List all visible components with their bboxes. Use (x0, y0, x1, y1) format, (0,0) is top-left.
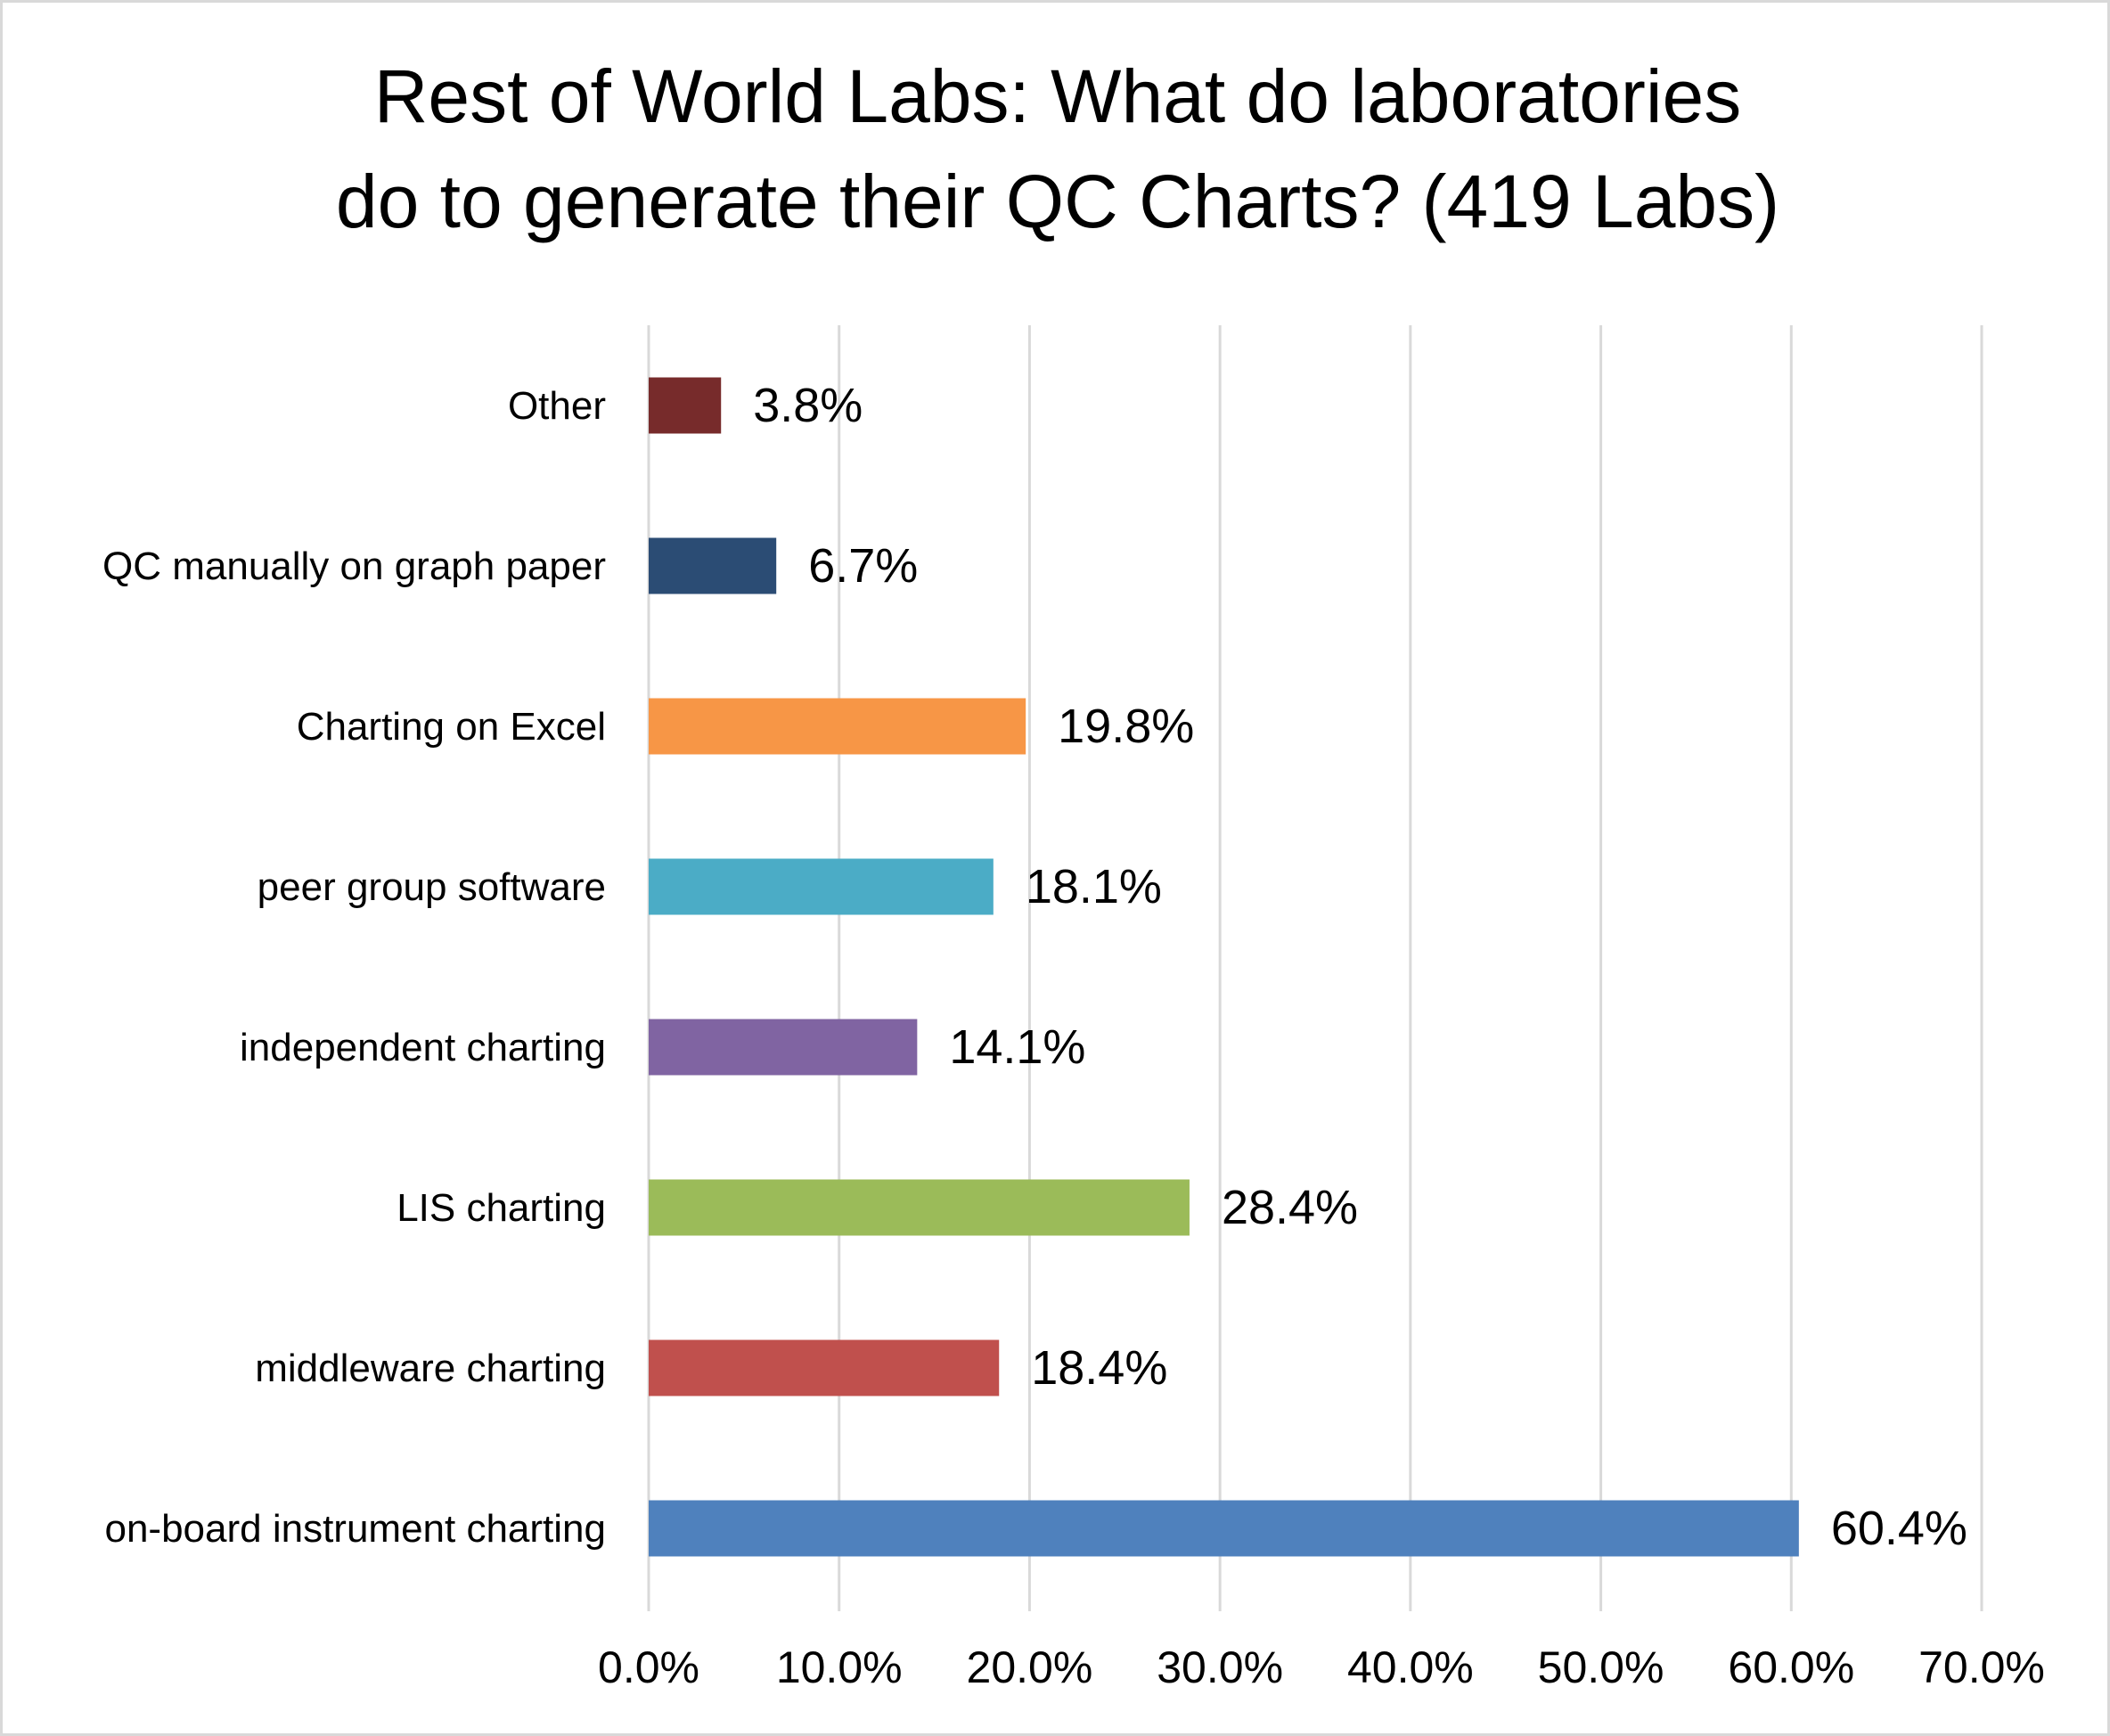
bar (649, 858, 994, 915)
bar (649, 1019, 918, 1076)
x-tick-label: 60.0% (1728, 1642, 1854, 1692)
data-label: 18.1% (1026, 860, 1162, 913)
data-label: 18.4% (1031, 1341, 1167, 1395)
data-label: 3.8% (753, 379, 863, 432)
data-label: 28.4% (1222, 1181, 1358, 1234)
bar (649, 1339, 1000, 1396)
chart-title-line-2: do to generate their QC Charts? (419 Lab… (336, 160, 1779, 243)
category-label: Charting on Excel (297, 705, 606, 749)
x-tick-label: 50.0% (1538, 1642, 1664, 1692)
x-tick-label: 20.0% (967, 1642, 1093, 1692)
bar-chart: Rest of World Labs: What do laboratories… (102, 54, 2045, 1692)
category-label: Other (508, 384, 606, 428)
data-label: 6.7% (808, 539, 918, 593)
category-label: QC manually on graph paper (102, 545, 606, 588)
bar (649, 698, 1026, 755)
x-tick-label: 30.0% (1157, 1642, 1283, 1692)
x-tick-label: 0.0% (598, 1642, 699, 1692)
category-label: on-board instrument charting (104, 1507, 606, 1551)
x-tick-label: 70.0% (1918, 1642, 2045, 1692)
chart-title-line-1: Rest of World Labs: What do laboratories (374, 54, 1742, 138)
category-label: independent charting (240, 1026, 606, 1069)
data-label: 60.4% (1831, 1502, 1967, 1555)
data-label: 14.1% (949, 1020, 1085, 1074)
category-label: peer group software (258, 865, 606, 909)
category-label: LIS charting (397, 1186, 606, 1230)
bar (649, 377, 722, 434)
x-tick-label: 10.0% (776, 1642, 903, 1692)
data-label: 19.8% (1058, 700, 1194, 753)
x-tick-label: 40.0% (1347, 1642, 1474, 1692)
category-label: middleware charting (255, 1347, 606, 1390)
bar (649, 1179, 1190, 1236)
bar (649, 537, 777, 594)
bar (649, 1500, 1799, 1557)
